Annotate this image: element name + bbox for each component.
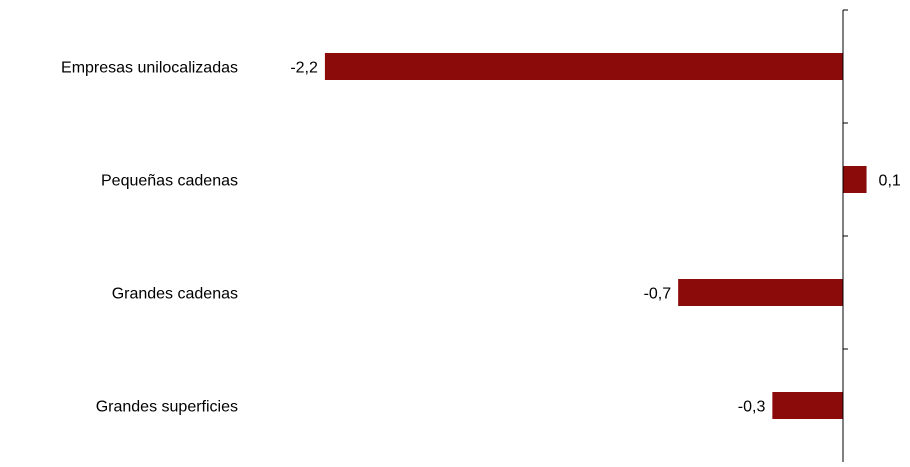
bar-0	[324, 53, 843, 80]
labels-layer: Empresas unilocalizadas -2,2 Pequeñas cade…	[61, 60, 901, 416]
value-label: -0,7	[644, 286, 672, 303]
value-label: -2,2	[290, 60, 318, 77]
value-label: 0,1	[879, 173, 901, 190]
bar-2	[678, 279, 843, 306]
category-label: Grandes superficies	[96, 399, 238, 416]
bar-1	[843, 166, 867, 193]
bars-layer	[324, 53, 867, 419]
category-label: Empresas unilocalizadas	[61, 60, 238, 77]
category-label: Pequeñas cadenas	[101, 173, 238, 190]
category-label: Grandes cadenas	[112, 286, 238, 303]
axis-layer	[842, 9, 848, 462]
value-label: -0,3	[738, 399, 766, 416]
bar-3	[772, 392, 843, 419]
